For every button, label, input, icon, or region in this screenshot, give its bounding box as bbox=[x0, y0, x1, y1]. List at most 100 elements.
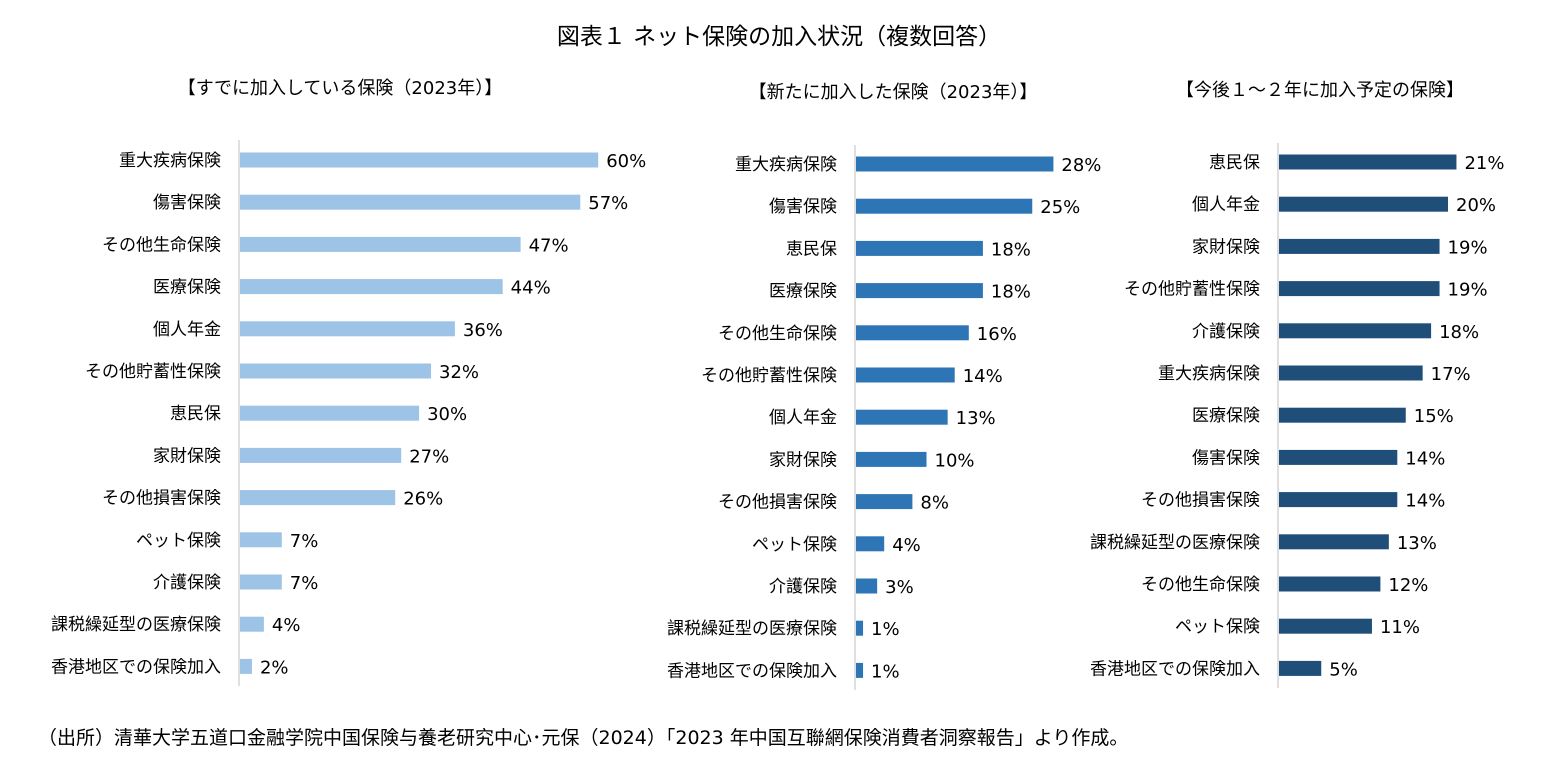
category-label-new-1: 傷害保険 bbox=[769, 197, 837, 217]
value-label-new-3: 18% bbox=[991, 282, 1031, 303]
category-label-new-6: 個人年金 bbox=[769, 408, 837, 428]
category-label-planned-1: 個人年金 bbox=[1192, 195, 1260, 215]
value-label-existing-6: 30% bbox=[427, 404, 467, 425]
value-label-new-2: 18% bbox=[991, 239, 1031, 260]
category-label-new-4: その他生命保険 bbox=[718, 324, 837, 344]
panel-title-existing: 【すでに加入している保険（2023年）】 bbox=[177, 78, 503, 99]
category-label-planned-2: 家財保険 bbox=[1192, 237, 1260, 257]
category-label-new-11: 課税繰延型の医療保険 bbox=[667, 619, 837, 639]
bar-planned-6 bbox=[1279, 407, 1406, 423]
bar-new-2 bbox=[856, 240, 983, 256]
bar-new-3 bbox=[856, 283, 983, 299]
category-label-planned-7: 傷害保険 bbox=[1192, 448, 1260, 468]
bar-planned-7 bbox=[1279, 449, 1398, 465]
category-label-planned-0: 恵民保 bbox=[1209, 153, 1260, 173]
bar-planned-4 bbox=[1279, 323, 1432, 339]
category-label-planned-10: その他生命保険 bbox=[1141, 575, 1260, 595]
value-label-planned-1: 20% bbox=[1456, 195, 1496, 216]
bar-new-9 bbox=[856, 536, 885, 552]
category-label-planned-8: その他損害保険 bbox=[1141, 491, 1260, 511]
category-label-planned-9: 課税繰延型の医療保険 bbox=[1090, 533, 1260, 553]
value-label-new-8: 8% bbox=[920, 493, 949, 514]
value-label-new-12: 1% bbox=[871, 661, 900, 682]
bar-existing-0 bbox=[240, 152, 599, 168]
value-label-planned-5: 17% bbox=[1431, 364, 1471, 385]
category-label-existing-5: その他貯蓄性保険 bbox=[85, 362, 221, 382]
bar-new-1 bbox=[856, 198, 1033, 214]
category-label-new-2: 恵民保 bbox=[786, 239, 837, 259]
value-label-new-4: 16% bbox=[977, 324, 1017, 345]
bar-new-12 bbox=[856, 662, 864, 678]
value-label-planned-2: 19% bbox=[1448, 237, 1488, 258]
category-label-planned-5: 重大疾病保険 bbox=[1158, 364, 1260, 384]
value-label-existing-11: 4% bbox=[272, 615, 301, 636]
category-label-planned-3: その他貯蓄性保険 bbox=[1124, 280, 1260, 300]
panel-title-planned: 【今後１～２年に加入予定の保険】 bbox=[1176, 80, 1464, 101]
value-label-planned-4: 18% bbox=[1439, 322, 1479, 343]
bar-existing-12 bbox=[240, 658, 252, 674]
category-label-new-7: 家財保険 bbox=[769, 450, 837, 470]
value-label-new-5: 14% bbox=[963, 366, 1003, 387]
value-label-existing-12: 2% bbox=[260, 657, 289, 678]
bar-planned-11 bbox=[1279, 618, 1372, 634]
bar-new-10 bbox=[856, 578, 878, 594]
category-label-new-10: 介護保険 bbox=[769, 577, 837, 597]
bar-new-8 bbox=[856, 494, 913, 510]
bar-chart-planned: 恵民保 21% 個人年金 20% 家財保険 19% その他貯蓄性保険 19% 介護保険 18% 重大… bbox=[1090, 143, 1504, 688]
value-label-new-10: 3% bbox=[885, 577, 914, 598]
source-note: （出所）清華大学五道口金融学院中国保険与養老研究中心･元保（2024）「2023… bbox=[38, 727, 1129, 749]
bar-planned-9 bbox=[1279, 534, 1389, 550]
value-label-existing-9: 7% bbox=[290, 531, 319, 552]
category-label-new-0: 重大疾病保険 bbox=[735, 155, 837, 175]
bar-planned-8 bbox=[1279, 492, 1398, 508]
category-label-existing-2: その他生命保険 bbox=[102, 235, 221, 255]
category-label-existing-8: その他損害保険 bbox=[102, 489, 221, 509]
category-label-new-3: 医療保険 bbox=[769, 282, 837, 302]
category-label-existing-0: 重大疾病保険 bbox=[119, 151, 221, 171]
category-label-new-9: ペット保険 bbox=[752, 535, 837, 555]
bar-planned-2 bbox=[1279, 238, 1440, 254]
value-label-existing-0: 60% bbox=[606, 151, 646, 172]
bar-existing-9 bbox=[240, 532, 282, 548]
category-label-existing-11: 課税繰延型の医療保険 bbox=[51, 615, 221, 635]
category-label-existing-1: 傷害保険 bbox=[153, 193, 221, 213]
bar-planned-12 bbox=[1279, 660, 1322, 676]
value-label-new-1: 25% bbox=[1040, 197, 1080, 218]
category-label-existing-3: 医療保険 bbox=[153, 278, 221, 298]
value-label-new-7: 10% bbox=[935, 450, 975, 471]
value-label-new-6: 13% bbox=[956, 408, 996, 429]
panel-title-new: 【新たに加入した保険（2023年）】 bbox=[748, 82, 1038, 103]
bar-new-0 bbox=[856, 156, 1054, 172]
category-label-new-8: その他損害保険 bbox=[718, 493, 837, 513]
value-label-planned-9: 13% bbox=[1397, 533, 1437, 554]
bar-new-11 bbox=[856, 620, 864, 636]
bar-new-7 bbox=[856, 451, 927, 467]
category-label-existing-10: 介護保険 bbox=[153, 573, 221, 593]
category-label-planned-4: 介護保険 bbox=[1192, 322, 1260, 342]
category-label-planned-11: ペット保険 bbox=[1175, 617, 1260, 637]
bar-planned-3 bbox=[1279, 281, 1440, 297]
value-label-planned-10: 12% bbox=[1388, 575, 1428, 596]
value-label-new-9: 4% bbox=[892, 535, 921, 556]
value-label-existing-8: 26% bbox=[403, 489, 443, 510]
category-label-new-5: その他貯蓄性保険 bbox=[701, 366, 837, 386]
category-label-existing-6: 恵民保 bbox=[170, 404, 221, 424]
value-label-existing-5: 32% bbox=[439, 362, 479, 383]
value-label-existing-1: 57% bbox=[588, 193, 628, 214]
value-label-existing-2: 47% bbox=[529, 235, 569, 256]
bar-new-4 bbox=[856, 325, 969, 341]
category-label-planned-12: 香港地区での保険加入 bbox=[1090, 659, 1260, 679]
bar-new-6 bbox=[856, 409, 948, 425]
category-label-new-12: 香港地区での保険加入 bbox=[667, 661, 837, 681]
category-label-existing-12: 香港地区での保険加入 bbox=[51, 657, 221, 677]
bar-new-5 bbox=[856, 367, 955, 383]
bar-planned-0 bbox=[1279, 154, 1457, 170]
value-label-existing-4: 36% bbox=[463, 320, 503, 341]
bar-existing-10 bbox=[240, 574, 282, 590]
value-label-planned-0: 21% bbox=[1464, 153, 1504, 174]
value-label-planned-12: 5% bbox=[1329, 659, 1358, 680]
category-label-planned-6: 医療保険 bbox=[1192, 406, 1260, 426]
bar-existing-6 bbox=[240, 405, 420, 421]
bar-chart-existing: 重大疾病保険 60% 傷害保険 57% その他生命保険 47% 医療保険 44% 個人年金 36%… bbox=[51, 140, 646, 686]
value-label-planned-7: 14% bbox=[1405, 448, 1445, 469]
